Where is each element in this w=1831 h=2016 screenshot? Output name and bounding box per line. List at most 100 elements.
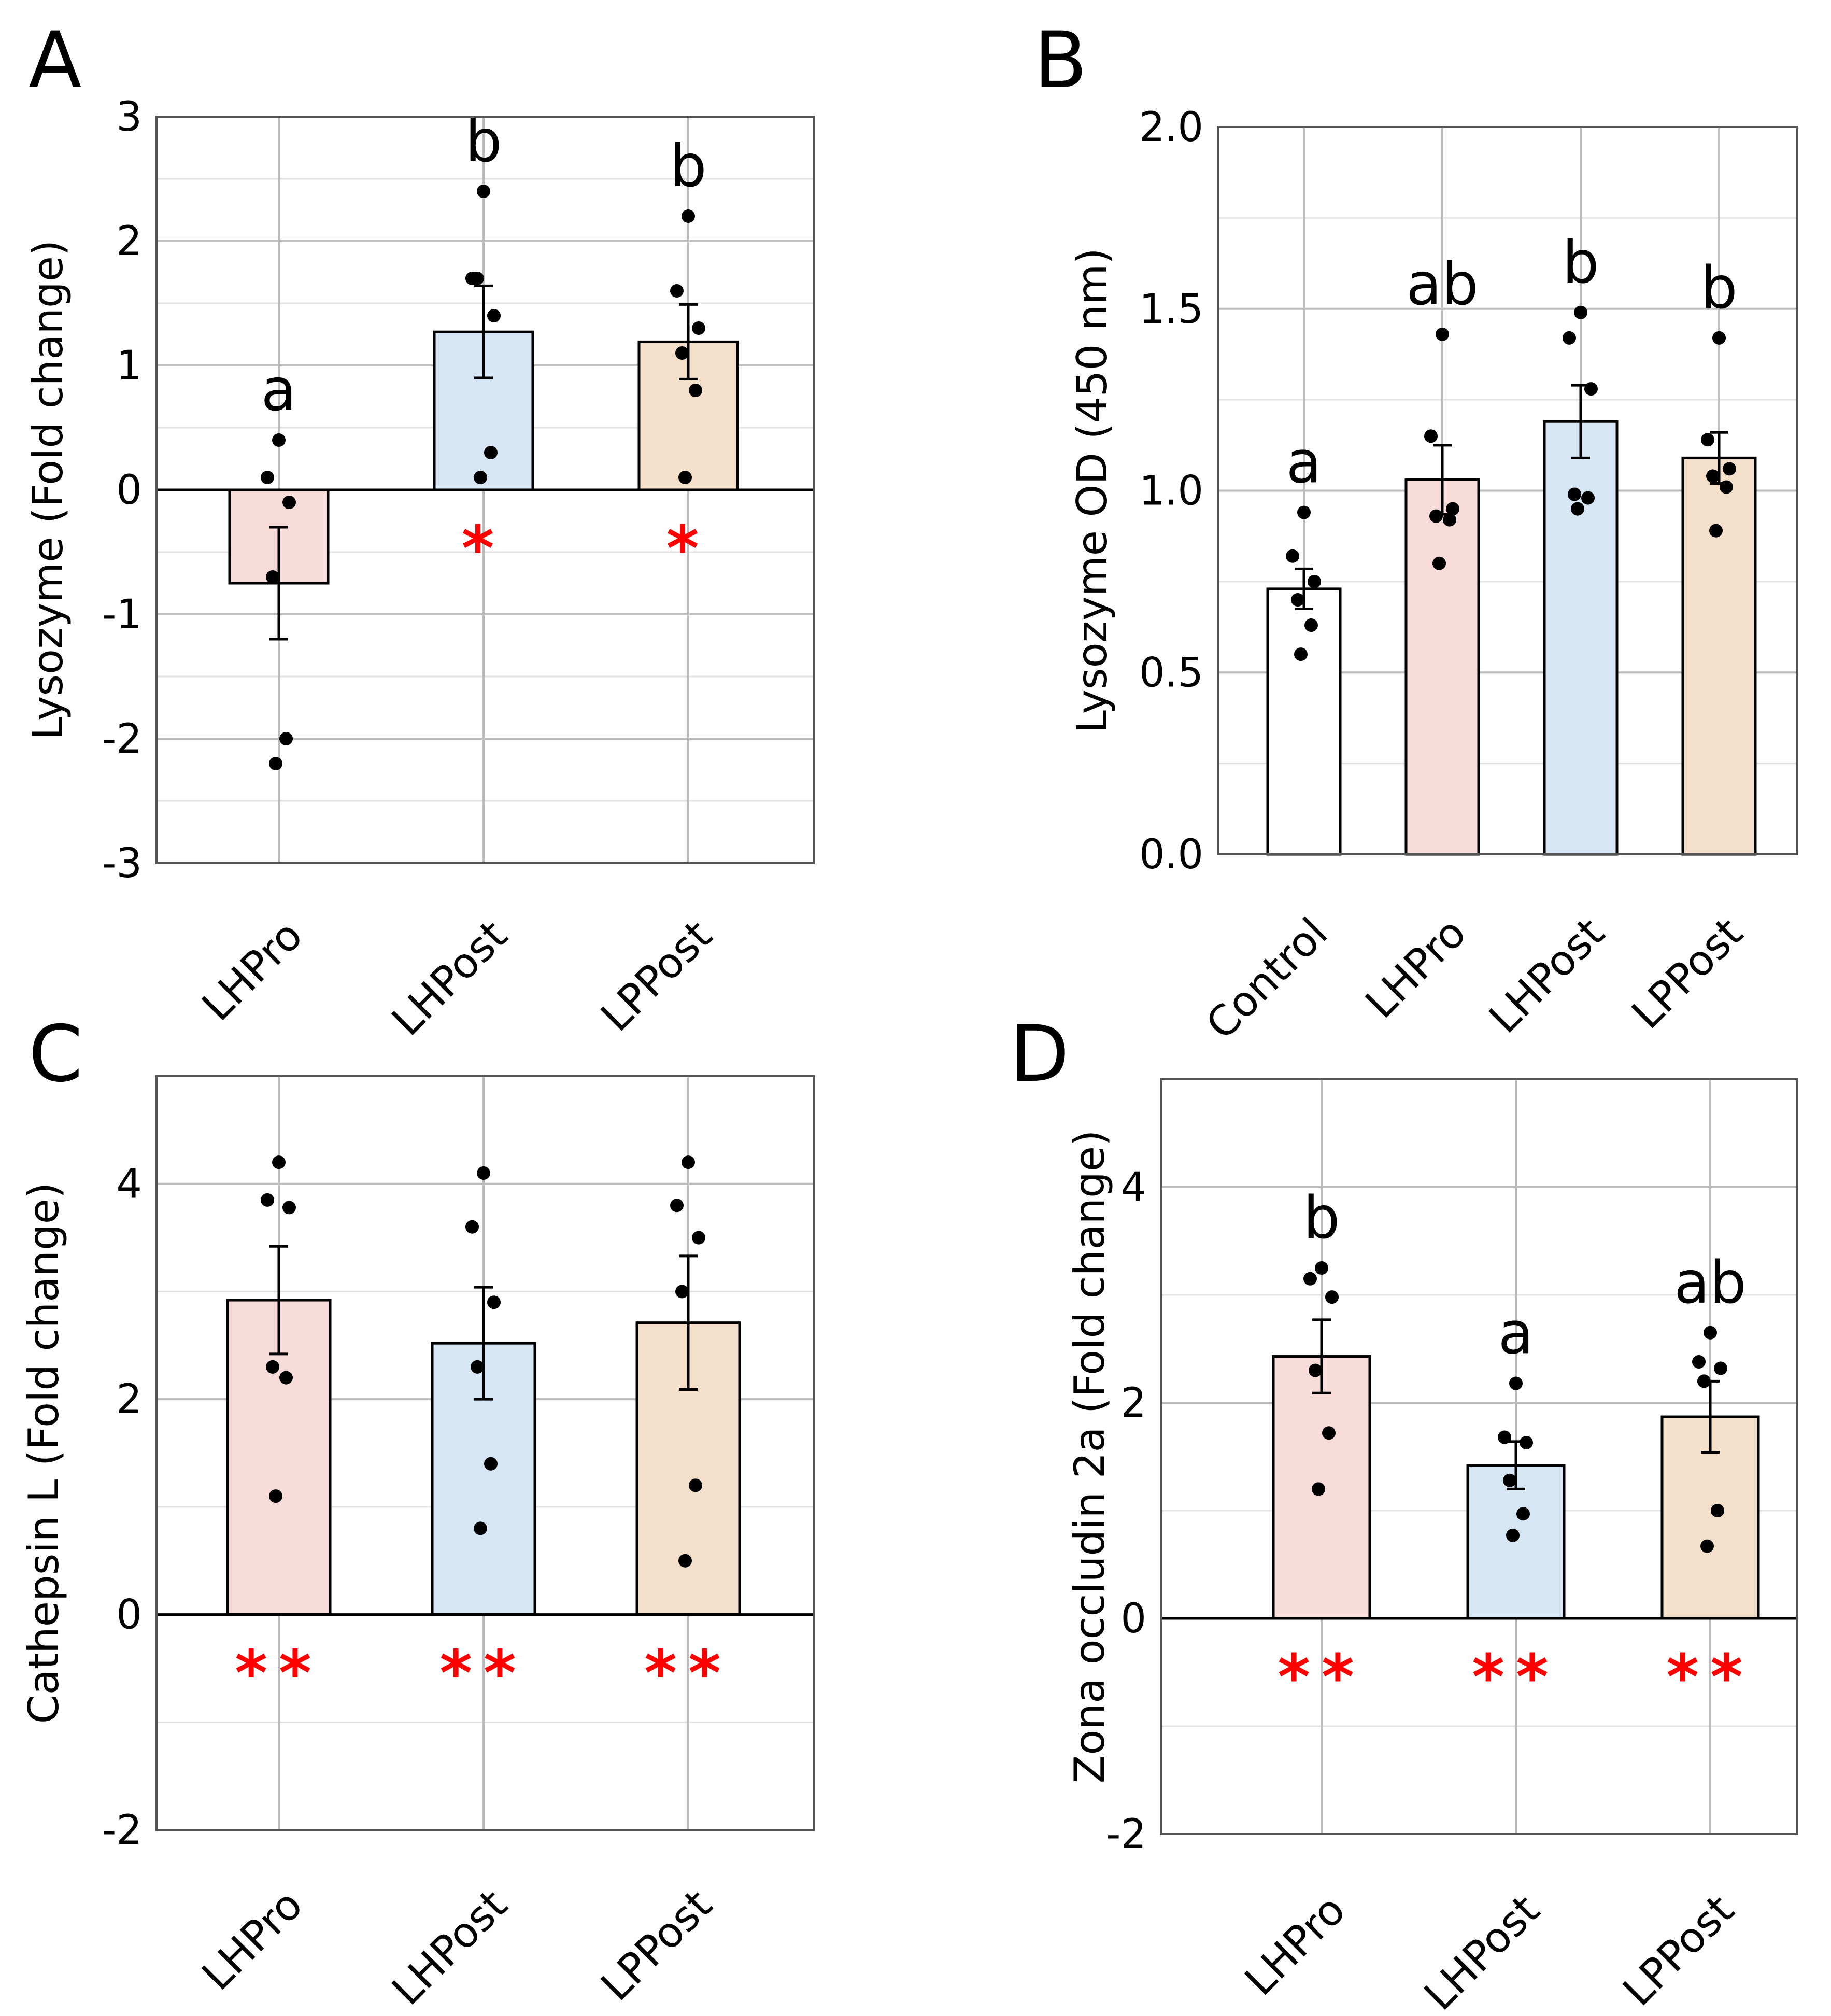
panel-c-data-point — [670, 1199, 684, 1213]
panel-d-data-point — [1325, 1290, 1339, 1304]
panel-c-ytick-label: 0 — [116, 1592, 142, 1639]
panel-d-y-axis-title: Zona occludin 2a (Fold change) — [1066, 1130, 1114, 1784]
panel-a-error-bar-lhpost — [474, 284, 493, 379]
panel-d-data-point — [1312, 1482, 1325, 1496]
panel-b-data-point — [1581, 491, 1595, 505]
panel-a-data-point — [269, 757, 282, 770]
panel-c-data-point — [269, 1489, 282, 1503]
panel-a-data-point — [477, 185, 490, 198]
panel-b-data-point — [1584, 382, 1598, 396]
panel-d-significance-stars: ** — [1472, 1642, 1560, 1714]
panel-letter-b: B — [1034, 16, 1087, 106]
panel-c-ytick-label: 2 — [116, 1376, 142, 1423]
panel-b-data-point — [1706, 469, 1720, 483]
panel-a-plot-frame — [155, 116, 815, 864]
panel-b-bar-control — [1266, 587, 1342, 856]
panel-c-data-point — [692, 1231, 705, 1245]
panel-a-data-point — [487, 309, 501, 322]
panel-c-data-point — [272, 1155, 286, 1169]
panel-b-significance-letter: ab — [1406, 251, 1479, 318]
panel-d-data-point — [1503, 1473, 1516, 1487]
panel-a-error-bar-lhpro — [269, 526, 288, 641]
panel-b-data-point — [1294, 647, 1308, 661]
panel-d-data-point — [1516, 1507, 1530, 1521]
panel-b-bar-lhpost — [1543, 420, 1619, 856]
panel-d-plot-frame — [1160, 1078, 1798, 1835]
panel-b-data-point — [1563, 331, 1576, 345]
panel-a-significance-letter: a — [261, 357, 297, 424]
panel-a-ytick-label: 1 — [116, 343, 142, 389]
panel-d-data-point — [1697, 1374, 1711, 1388]
panel-b-data-point — [1436, 327, 1449, 341]
panel-b-data-point — [1443, 513, 1456, 527]
panel-a-data-point — [272, 433, 286, 447]
panel-c-plot-frame — [155, 1075, 815, 1831]
panel-d-data-point — [1509, 1376, 1523, 1390]
panel-d-data-point — [1520, 1435, 1533, 1449]
panel-d-data-point — [1315, 1261, 1328, 1275]
panel-a-data-point — [279, 732, 293, 745]
panel-c-data-point — [682, 1155, 695, 1169]
panel-b-significance-letter: a — [1286, 429, 1322, 497]
panel-a-data-point — [282, 496, 296, 509]
panel-letter-c: C — [29, 1009, 83, 1099]
panel-d-data-point — [1714, 1361, 1727, 1375]
panel-d-data-point — [1700, 1539, 1714, 1553]
panel-d-significance-letter: a — [1498, 1300, 1534, 1368]
panel-c-ytick-label: 4 — [116, 1161, 142, 1208]
panel-c-data-point — [266, 1360, 279, 1374]
panel-c-data-point — [279, 1371, 293, 1385]
panel-b-ytick-label: 2.0 — [1139, 104, 1203, 151]
panel-d-ytick-label: 4 — [1120, 1164, 1146, 1211]
panel-b-ytick-label: 0.0 — [1139, 831, 1203, 878]
panel-b-data-point — [1291, 593, 1304, 607]
panel-c-data-point — [675, 1285, 689, 1299]
panel-a-data-point — [471, 272, 484, 285]
panel-c-significance-stars: ** — [235, 1638, 323, 1710]
panel-a-ytick-label: 0 — [116, 467, 142, 514]
panel-d-data-point — [1498, 1430, 1511, 1444]
panel-d-ytick-label: -2 — [1106, 1811, 1146, 1858]
panel-b-significance-letter: b — [1700, 255, 1737, 322]
panel-b-data-point — [1308, 574, 1321, 588]
panel-c-data-point — [261, 1193, 274, 1207]
panel-d-data-point — [1711, 1504, 1724, 1517]
panel-a-data-point — [689, 384, 702, 397]
panel-d-significance-stars: ** — [1278, 1642, 1366, 1714]
panel-a-data-point — [682, 209, 695, 223]
panel-letter-d: D — [1010, 1009, 1070, 1099]
panel-d-bar-lhpost — [1466, 1464, 1566, 1620]
panel-c-data-point — [689, 1478, 702, 1492]
panel-b-data-point — [1712, 331, 1726, 345]
panel-d-data-point — [1303, 1272, 1317, 1286]
panel-b-data-point — [1568, 487, 1581, 501]
panel-a-significance-letter: b — [465, 108, 502, 175]
panel-b-plot-frame — [1217, 126, 1798, 855]
panel-b-data-point — [1429, 509, 1443, 523]
panel-a-data-point — [266, 570, 279, 584]
panel-c-ytick-label: -2 — [102, 1807, 142, 1854]
panel-b-data-point — [1574, 305, 1587, 319]
panel-d-significance-letter: ab — [1674, 1249, 1747, 1317]
panel-b-ytick-label: 0.5 — [1139, 650, 1203, 696]
panel-b-data-point — [1432, 556, 1446, 570]
panel-c-data-point — [487, 1295, 501, 1309]
panel-b-y-axis-title: Lysozyme OD (450 nm) — [1068, 248, 1116, 733]
panel-a-significance-letter: b — [670, 133, 706, 200]
panel-d-error-bar-lhpro — [1312, 1318, 1331, 1394]
panel-b-data-point — [1286, 549, 1299, 563]
panel-a-ytick-label: 3 — [116, 94, 142, 140]
panel-c-error-bar-lhpost — [474, 1286, 493, 1401]
panel-a-data-point — [474, 471, 487, 484]
panel-b-data-point — [1701, 433, 1714, 447]
panel-a-significance-stars: * — [462, 513, 506, 585]
panel-d-ytick-label: 0 — [1120, 1596, 1146, 1642]
panel-letter-a: A — [29, 16, 82, 106]
panel-c-data-point — [471, 1360, 484, 1374]
panel-a-data-point — [675, 346, 689, 360]
panel-c-data-point — [282, 1201, 296, 1215]
panel-c-error-bar-lhpro — [269, 1245, 288, 1356]
panel-a-ytick-label: 2 — [116, 218, 142, 265]
